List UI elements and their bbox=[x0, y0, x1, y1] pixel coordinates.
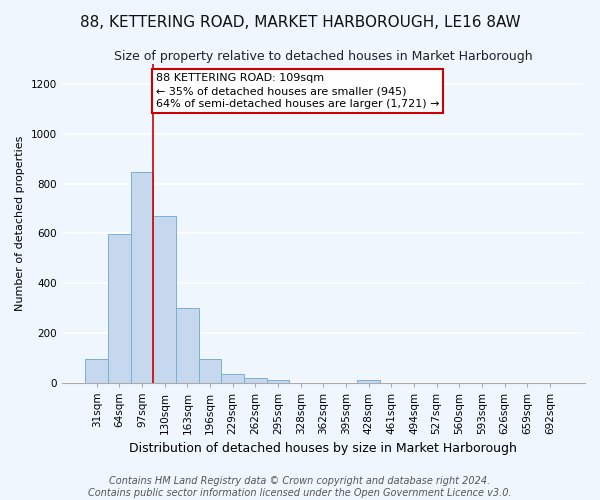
Y-axis label: Number of detached properties: Number of detached properties bbox=[15, 136, 25, 311]
Bar bbox=[176, 308, 199, 382]
Bar bbox=[85, 360, 108, 382]
Bar bbox=[154, 216, 176, 382]
Bar bbox=[131, 172, 154, 382]
Bar bbox=[358, 380, 380, 382]
Title: Size of property relative to detached houses in Market Harborough: Size of property relative to detached ho… bbox=[114, 50, 533, 63]
Bar bbox=[244, 378, 266, 382]
Text: 88, KETTERING ROAD, MARKET HARBOROUGH, LE16 8AW: 88, KETTERING ROAD, MARKET HARBOROUGH, L… bbox=[80, 15, 520, 30]
Text: Contains HM Land Registry data © Crown copyright and database right 2024.
Contai: Contains HM Land Registry data © Crown c… bbox=[88, 476, 512, 498]
Bar bbox=[221, 374, 244, 382]
Bar bbox=[199, 359, 221, 382]
Bar bbox=[266, 380, 289, 382]
Bar bbox=[108, 234, 131, 382]
X-axis label: Distribution of detached houses by size in Market Harborough: Distribution of detached houses by size … bbox=[130, 442, 517, 455]
Text: 88 KETTERING ROAD: 109sqm
← 35% of detached houses are smaller (945)
64% of semi: 88 KETTERING ROAD: 109sqm ← 35% of detac… bbox=[155, 73, 439, 110]
